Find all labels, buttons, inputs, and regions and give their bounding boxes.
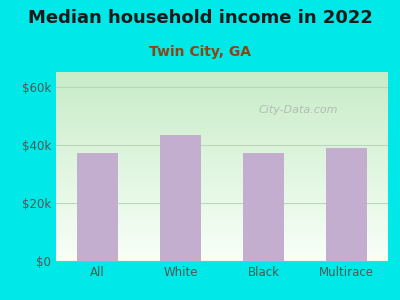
Text: City-Data.com: City-Data.com [259, 105, 338, 115]
Bar [77, 153, 118, 261]
Bar [243, 153, 284, 261]
Text: Median household income in 2022: Median household income in 2022 [28, 9, 372, 27]
Bar [326, 148, 367, 261]
Bar [160, 134, 201, 261]
Text: Twin City, GA: Twin City, GA [149, 45, 251, 59]
